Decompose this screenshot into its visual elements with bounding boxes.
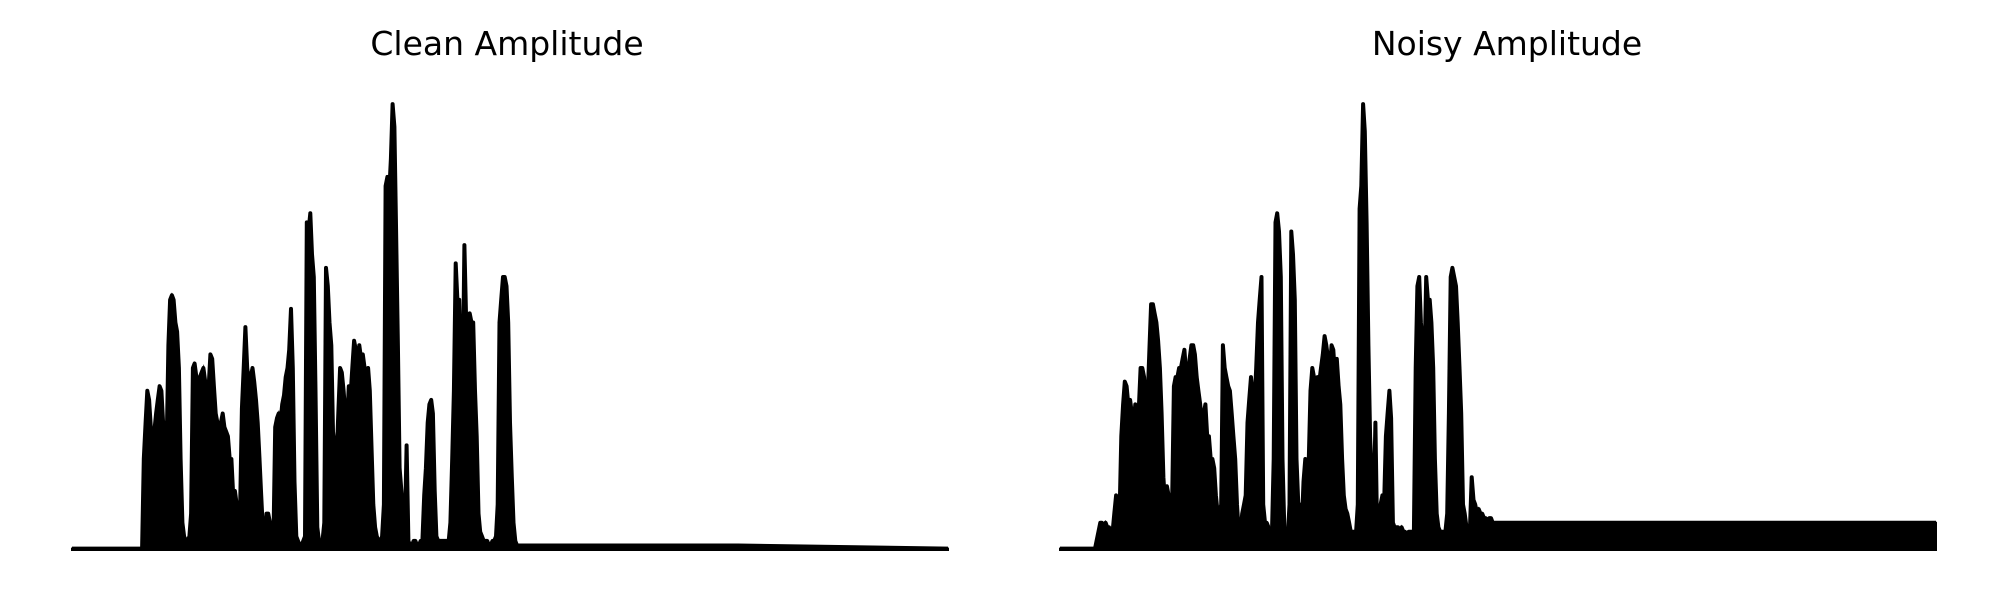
clean-amplitude-plot — [71, 102, 949, 551]
noisy-amplitude-area — [1059, 104, 1937, 551]
noisy-amplitude-title: Noisy Amplitude — [1371, 24, 1643, 63]
clean-amplitude-title: Clean Amplitude — [370, 24, 644, 63]
noisy-amplitude-plot — [1059, 102, 1937, 551]
noisy-amplitude-line — [1060, 102, 1937, 551]
clean-amplitude-line — [72, 102, 949, 551]
noisy-amplitude-panel: Noisy Amplitude — [1000, 0, 2000, 600]
clean-amplitude-panel: Clean Amplitude — [71, 24, 949, 551]
